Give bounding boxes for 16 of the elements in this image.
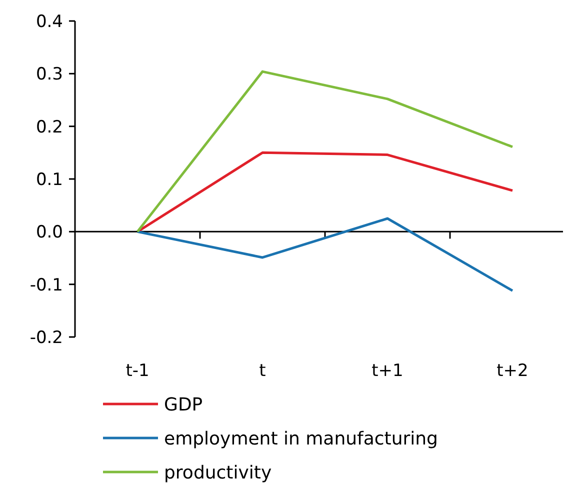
line-series [136, 70, 514, 233]
x-tick-label: t-1 [126, 361, 150, 381]
y-tick-label: 0.3 [36, 64, 63, 85]
y-tick-label: 0.0 [36, 222, 63, 243]
x-tick-label: t [259, 361, 266, 381]
line-series [136, 217, 514, 292]
y-tick-label: -0.2 [30, 328, 63, 348]
y-tick-label: -0.1 [30, 275, 63, 296]
x-tick-label: t+2 [496, 361, 528, 381]
x-tick-label: t+1 [372, 361, 404, 381]
legend-label: GDP [164, 394, 203, 416]
y-tick-label: 0.2 [36, 117, 63, 138]
legend-label: productivity [164, 462, 272, 483]
y-tick-label: 0.4 [36, 12, 63, 32]
legend-label: employment in manufacturing [164, 428, 438, 450]
y-tick-label: 0.1 [36, 170, 63, 190]
